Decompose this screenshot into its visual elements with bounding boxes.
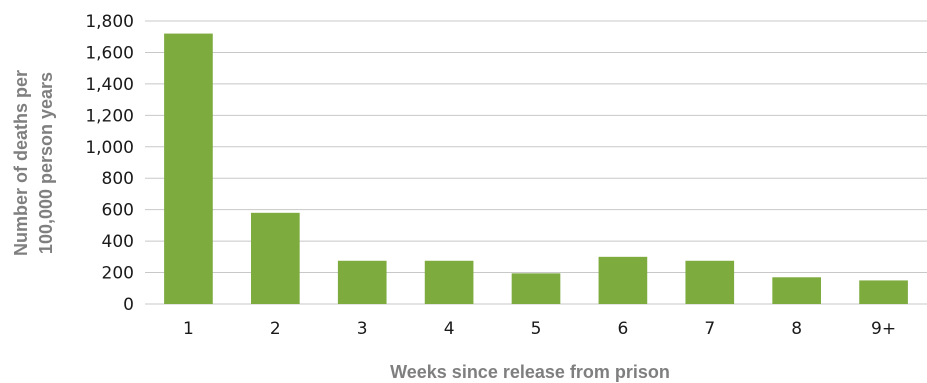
y-tick-label: 1,400 bbox=[85, 75, 134, 95]
bar-week-2 bbox=[251, 212, 300, 304]
y-tick-label: 1,200 bbox=[85, 106, 134, 126]
x-tick-label: 4 bbox=[444, 319, 455, 339]
y-tick-label: 1,800 bbox=[85, 12, 134, 32]
x-tick-label: 5 bbox=[531, 319, 542, 339]
x-tick-label: 7 bbox=[704, 319, 715, 339]
bar-week-4 bbox=[424, 260, 474, 304]
bar-week-1 bbox=[164, 33, 213, 304]
bar-week-7 bbox=[685, 260, 735, 304]
x-tick-label: 9+ bbox=[871, 319, 896, 339]
bar-week-9+ bbox=[859, 280, 908, 304]
x-tick-label: 8 bbox=[791, 319, 802, 339]
y-tick-label: 1,000 bbox=[85, 138, 134, 158]
y-axis-title-line-1: Number of deaths per bbox=[11, 70, 31, 256]
y-tick-label: 200 bbox=[102, 264, 134, 284]
bar-week-6 bbox=[598, 256, 648, 304]
y-tick-label: 800 bbox=[102, 169, 134, 189]
x-axis-title: Weeks since release from prison bbox=[390, 362, 670, 382]
y-tick-label: 600 bbox=[102, 201, 134, 221]
y-axis-title-line-2: 100,000 person years bbox=[36, 72, 56, 254]
bar-week-8 bbox=[772, 277, 821, 304]
y-tick-label: 400 bbox=[102, 232, 134, 252]
x-tick-label: 6 bbox=[617, 319, 628, 339]
bars bbox=[164, 33, 908, 304]
x-tick-label: 3 bbox=[357, 319, 368, 339]
x-tick-labels: 1 2 3 4 5 6 7 8 9+ bbox=[183, 319, 896, 339]
bar-week-3 bbox=[337, 260, 387, 304]
bar-week-5 bbox=[511, 273, 561, 304]
x-tick-label: 2 bbox=[270, 319, 281, 339]
y-tick-label: 1,600 bbox=[85, 43, 134, 63]
y-tick-label: 0 bbox=[123, 295, 134, 315]
x-tick-label: 1 bbox=[183, 319, 194, 339]
y-tick-labels: 0 200 400 600 800 1,000 1,200 1,400 1,600 1,800 bbox=[85, 12, 134, 315]
